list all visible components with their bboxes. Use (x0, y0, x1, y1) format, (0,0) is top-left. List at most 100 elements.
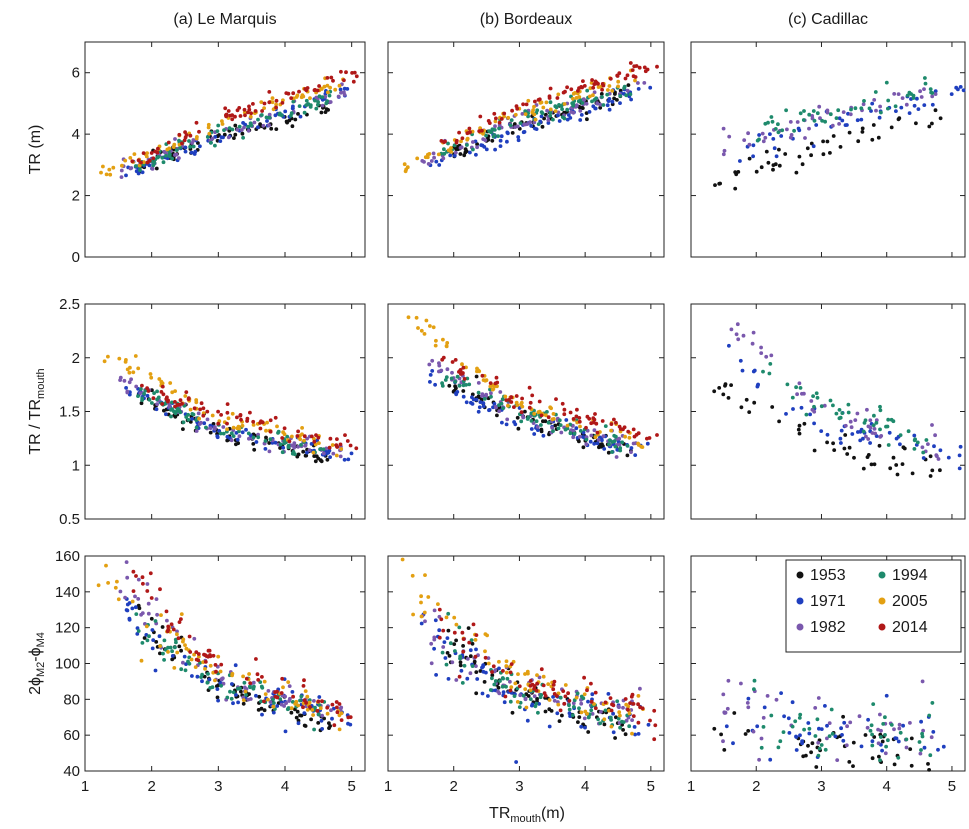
y-tick-label: 2 (72, 188, 80, 205)
data-point-1982 (617, 442, 622, 447)
data-point-1982 (292, 445, 296, 450)
data-point-2005 (305, 694, 310, 699)
data-point-1971 (154, 407, 159, 412)
data-point-2005 (142, 160, 146, 165)
data-point-2014 (491, 664, 496, 669)
data-point-2005 (310, 708, 315, 712)
data-point-1953 (295, 454, 300, 459)
data-point-2014 (593, 412, 597, 416)
data-point-1982 (320, 713, 324, 718)
data-point-1953 (729, 383, 733, 387)
data-point-2014 (273, 415, 278, 420)
data-point-2014 (354, 74, 359, 79)
y-tick-label: 60 (63, 727, 80, 744)
data-point-2005 (633, 78, 637, 83)
data-point-2014 (314, 433, 318, 437)
data-point-1982 (323, 94, 328, 99)
data-point-1953 (269, 126, 274, 131)
data-point-1994 (920, 734, 925, 739)
data-point-1971 (941, 744, 946, 749)
data-point-2005 (485, 633, 489, 638)
data-point-2005 (241, 674, 246, 679)
data-point-2014 (295, 434, 300, 438)
data-point-1971 (470, 402, 475, 406)
data-point-1953 (284, 119, 289, 124)
data-point-1982 (483, 138, 488, 143)
data-point-1994 (460, 681, 465, 685)
legend-label-1953: 1953 (810, 567, 846, 584)
data-point-1982 (173, 137, 177, 141)
data-point-1982 (427, 362, 432, 367)
data-point-2005 (616, 79, 621, 84)
data-point-1953 (542, 116, 546, 121)
data-point-1982 (138, 391, 143, 395)
data-point-1971 (236, 700, 241, 705)
data-point-2014 (589, 699, 594, 704)
data-point-1971 (437, 163, 442, 167)
data-point-2005 (434, 338, 438, 343)
data-point-2014 (225, 421, 229, 426)
data-point-1971 (859, 117, 864, 122)
data-point-1982 (849, 425, 854, 430)
data-point-1982 (331, 451, 336, 456)
data-point-1982 (589, 433, 594, 438)
data-point-2005 (490, 387, 495, 392)
data-point-1982 (423, 619, 427, 624)
data-point-2005 (188, 407, 193, 412)
data-point-2014 (184, 390, 189, 394)
data-point-1953 (264, 435, 268, 440)
data-point-1971 (896, 739, 901, 744)
data-point-1982 (571, 701, 576, 706)
data-point-1982 (746, 131, 750, 136)
axes-frame (690, 303, 966, 520)
data-point-1994 (601, 103, 606, 107)
y-tick-label: 0 (72, 249, 80, 266)
data-point-2014 (574, 414, 579, 419)
data-point-2014 (561, 689, 566, 693)
data-point-1971 (290, 690, 295, 694)
data-point-2014 (502, 111, 507, 116)
data-point-1953 (825, 440, 829, 445)
data-point-2014 (198, 407, 203, 412)
data-point-1971 (547, 724, 552, 729)
data-point-2014 (458, 369, 463, 374)
data-point-2005 (506, 403, 510, 408)
data-point-1994 (886, 106, 890, 111)
data-point-1994 (613, 444, 618, 449)
data-point-1994 (443, 378, 448, 382)
data-point-1953 (901, 445, 906, 450)
data-point-1971 (632, 725, 637, 729)
data-point-1953 (891, 455, 896, 460)
data-point-1994 (618, 94, 623, 98)
data-point-1953 (625, 453, 630, 458)
data-point-2005 (493, 119, 498, 124)
x-tick-label: 4 (883, 778, 891, 795)
data-point-1971 (768, 132, 772, 137)
data-point-2005 (189, 657, 194, 662)
data-point-1971 (216, 698, 221, 703)
data-point-2005 (101, 164, 105, 169)
data-point-1982 (763, 135, 768, 140)
data-point-1971 (442, 640, 447, 644)
data-point-1971 (757, 133, 761, 137)
data-point-1982 (636, 81, 640, 85)
y-tick-label: 40 (63, 763, 80, 780)
data-point-1953 (856, 139, 861, 144)
data-point-1994 (871, 702, 876, 706)
data-point-1982 (226, 135, 231, 140)
data-point-1971 (633, 453, 638, 457)
data-point-1994 (155, 389, 160, 394)
data-point-1994 (557, 103, 561, 107)
data-point-1953 (512, 122, 517, 126)
data-point-2014 (145, 386, 150, 391)
data-point-1971 (474, 152, 478, 157)
data-point-1994 (557, 418, 562, 423)
data-point-2014 (344, 70, 348, 75)
data-point-2005 (556, 702, 561, 707)
data-point-2014 (533, 99, 537, 104)
data-point-1994 (904, 737, 909, 742)
data-point-2005 (325, 711, 330, 716)
data-point-2014 (512, 405, 516, 409)
data-point-1994 (570, 101, 575, 106)
